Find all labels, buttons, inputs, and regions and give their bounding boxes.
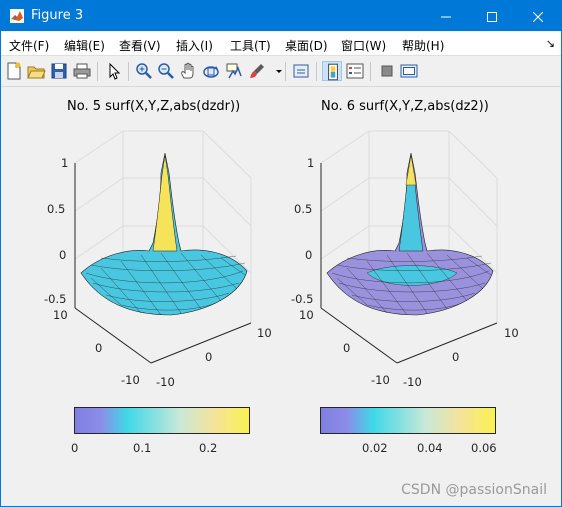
axes-outline: [320, 163, 498, 364]
legend-icon[interactable]: [345, 61, 365, 81]
hide-plot-tools-icon[interactable]: [377, 61, 397, 81]
colorbar-tick: 0.06: [471, 441, 497, 455]
z-tick: 1: [61, 156, 69, 170]
show-plot-tools-icon[interactable]: [399, 61, 419, 81]
colorbar-tick: 0: [71, 441, 79, 455]
y-tick: -10: [121, 373, 140, 387]
z-tick: 0.5: [47, 202, 66, 216]
toolbar-separator: [316, 62, 317, 81]
menu-help[interactable]: 帮助(H): [402, 39, 445, 53]
menu-insert[interactable]: 插入(I): [176, 39, 213, 53]
z-tick: -0.5: [44, 292, 67, 306]
new-figure-icon[interactable]: [4, 61, 24, 81]
window-title: Figure 3: [31, 8, 84, 23]
surface-plot-2[interactable]: [307, 123, 517, 383]
minimize-button[interactable]: [423, 1, 469, 31]
pan-hand-icon[interactable]: [178, 61, 198, 81]
watermark: CSDN @passionSnail: [401, 482, 547, 498]
x-tick: 10: [257, 326, 272, 340]
surface-peak-tip: [405, 154, 417, 186]
figure-canvas: No. 5 surf(X,Y,Z,abs(dzdr)) 1 0.5 0 -0.5…: [1, 88, 561, 506]
select-arrow-icon[interactable]: [104, 61, 124, 81]
matlab-logo-icon: [10, 9, 24, 23]
surface-plot-1[interactable]: [61, 123, 271, 383]
figure-toolbar: [1, 57, 561, 87]
toolbar-separator: [128, 62, 129, 81]
menu-window[interactable]: 窗口(W): [341, 39, 387, 53]
z-tick: 0: [305, 248, 313, 262]
menu-file[interactable]: 文件(F): [9, 39, 50, 53]
x-tick: 0: [205, 350, 213, 364]
menu-view[interactable]: 查看(V): [119, 39, 161, 53]
z-tick: -0.5: [291, 292, 314, 306]
x-tick: 10: [504, 326, 519, 340]
toolbar-separator: [97, 62, 98, 81]
x-tick: -10: [403, 375, 422, 389]
colorbar-icon[interactable]: [322, 61, 342, 81]
surface-grid: [331, 252, 492, 316]
close-icon: [533, 11, 543, 22]
zoom-out-icon[interactable]: [156, 61, 176, 81]
link-plot-icon[interactable]: [291, 61, 311, 81]
menu-desktop[interactable]: 桌面(D): [285, 39, 328, 53]
brush-icon[interactable]: [247, 61, 267, 81]
menu-bar: 文件(F) 编辑(E) 查看(V) 插入(I) 工具(T) 桌面(D) 窗口(W…: [1, 32, 561, 56]
colorbar-tick: 0.04: [417, 441, 443, 455]
z-tick: 0.5: [294, 202, 313, 216]
colorbar-2[interactable]: [320, 407, 496, 435]
maximize-icon: [487, 11, 497, 22]
surface-grid: [85, 252, 246, 316]
z-tick: 1: [307, 156, 315, 170]
brush-dropdown-icon[interactable]: [269, 61, 282, 81]
y-tick: -10: [371, 373, 390, 387]
colorbar-tick: 0.2: [199, 441, 218, 455]
maximize-button[interactable]: [469, 1, 515, 31]
colorbar-1[interactable]: [74, 407, 250, 435]
toolbar-separator: [370, 62, 371, 81]
menu-dock-arrow-icon[interactable]: ↘: [545, 37, 555, 50]
plot-title: No. 6 surf(X,Y,Z,abs(dz2)): [321, 99, 489, 114]
z-tick: 0: [59, 248, 67, 262]
colorbar-tick: 0.02: [362, 441, 388, 455]
title-bar[interactable]: Figure 3: [1, 1, 561, 31]
close-button[interactable]: [515, 1, 561, 31]
save-icon[interactable]: [49, 61, 69, 81]
menu-tools[interactable]: 工具(T): [230, 39, 271, 53]
menu-edit[interactable]: 编辑(E): [64, 39, 105, 53]
x-tick: 0: [452, 350, 460, 364]
data-cursor-icon[interactable]: [224, 61, 244, 81]
colorbar-tick: 0.1: [133, 441, 152, 455]
y-tick: 0: [95, 341, 103, 355]
plot-title: No. 5 surf(X,Y,Z,abs(dzdr)): [67, 99, 241, 114]
x-tick: -10: [156, 375, 175, 389]
y-tick: 0: [343, 341, 351, 355]
axes-outline: [74, 163, 252, 364]
surface-peak: [152, 154, 178, 252]
y-tick: 10: [299, 308, 314, 322]
print-icon[interactable]: [72, 61, 92, 81]
toolbar-separator: [285, 62, 286, 81]
zoom-in-icon[interactable]: [134, 61, 154, 81]
open-icon[interactable]: [26, 61, 46, 81]
rotate-3d-icon[interactable]: [201, 61, 221, 81]
y-tick: 10: [53, 308, 68, 322]
minimize-icon: [441, 16, 451, 17]
